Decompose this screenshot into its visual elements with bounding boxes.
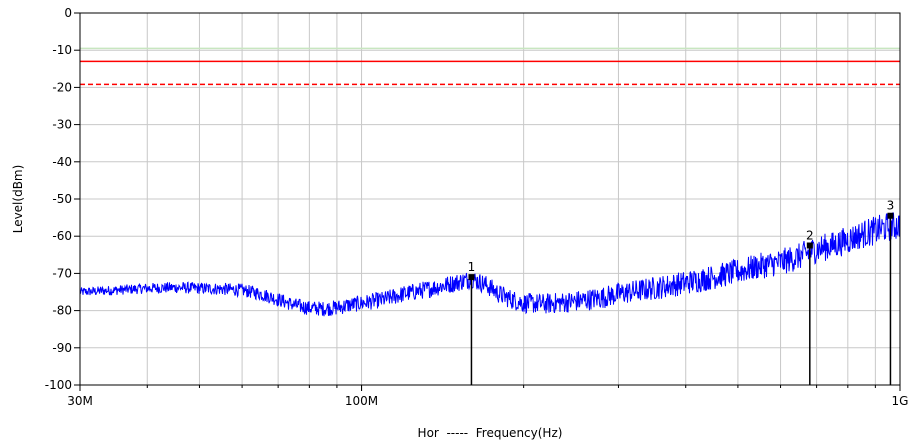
axis-layer: 0 -10 -20 -30 -40 -50 -60 -70 -80 -90 -100 30M 100M 1… [45,6,909,408]
marker-3-label: 3 [887,199,895,213]
y-tick-label: -80 [52,304,72,318]
y-tick-label: -60 [52,229,72,243]
limit-lines [80,47,900,86]
y-tick-label: -10 [52,43,72,57]
markers-layer: 1 2 3 [468,199,895,385]
marker-2-point [806,242,813,249]
x-tick-label: 1G [892,394,909,408]
y-tick-label: -40 [52,155,72,169]
grid-layer [80,12,900,386]
trace-layer [79,212,901,317]
y-tick-label: -50 [52,192,72,206]
series-trace-0 [79,212,901,317]
marker-1-label: 1 [468,260,476,274]
y-tick-label: -100 [45,378,72,392]
y-tick-label: -30 [52,118,72,132]
y-axis-label: Level(dBm) [11,165,25,234]
x-axis-label: Hor ----- Frequency(Hz) [418,426,563,440]
marker-1-point [468,274,475,281]
marker-2-label: 2 [806,229,814,243]
y-tick-label: -20 [52,80,72,94]
marker-3-point [887,212,894,219]
y-tick-label: -90 [52,341,72,355]
y-tick-label: -70 [52,266,72,280]
y-tick-label: 0 [64,6,72,20]
x-tick-label: 30M [67,394,93,408]
x-tick-label: 100M [345,394,378,408]
